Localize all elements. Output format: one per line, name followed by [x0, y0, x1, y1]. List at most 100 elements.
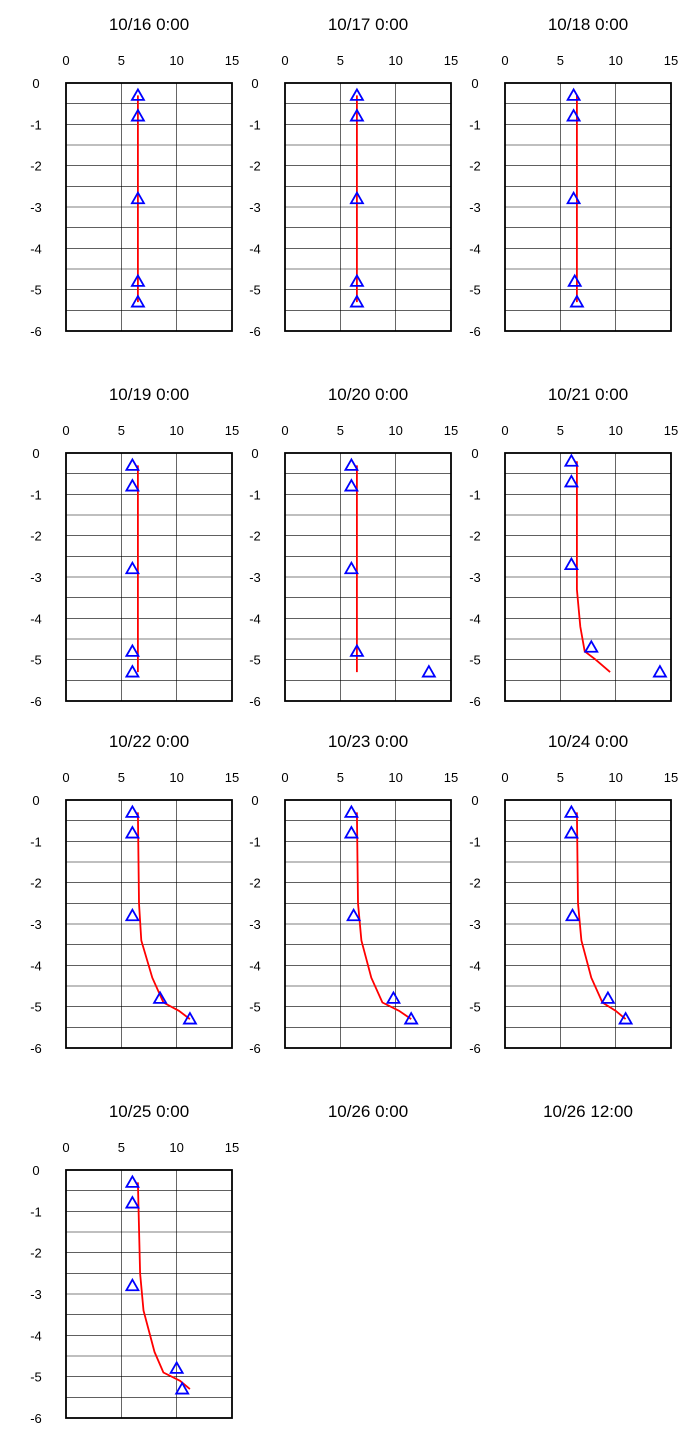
- y-tick-label: 0: [251, 76, 258, 91]
- data-point-triangle: [349, 643, 365, 657]
- x-tick-label: 5: [118, 770, 125, 785]
- y-tick-label: -3: [30, 917, 42, 932]
- y-tick-label: -1: [249, 834, 261, 849]
- data-point-triangle: [130, 273, 146, 287]
- y-tick-label: -1: [249, 117, 261, 132]
- plot-frame: [284, 799, 452, 1049]
- plot-frame: [284, 452, 452, 702]
- x-tick-label: 15: [225, 770, 239, 785]
- data-point-triangle: [169, 1360, 185, 1374]
- x-tick-label: 0: [281, 423, 288, 438]
- x-tick-label: 0: [281, 53, 288, 68]
- y-tick-label: -3: [249, 200, 261, 215]
- y-tick-label: -4: [249, 958, 261, 973]
- chart-title: 10/18 0:00: [548, 15, 628, 34]
- x-tick-label: 15: [664, 423, 678, 438]
- y-tick-label: -2: [249, 159, 261, 174]
- chart-title: 10/25 0:00: [109, 1102, 189, 1121]
- y-tick-label: -5: [469, 283, 481, 298]
- y-tick-label: -2: [249, 876, 261, 891]
- y-tick-label: -1: [30, 1204, 42, 1219]
- data-point-triangle: [421, 664, 437, 678]
- data-point-triangle: [124, 825, 140, 839]
- data-point-triangle: [343, 457, 359, 471]
- x-tick-label: 10: [169, 1140, 183, 1155]
- plot-frame: [504, 452, 672, 702]
- data-point-triangle: [124, 478, 140, 492]
- data-point-triangle: [564, 907, 581, 922]
- x-tick-label: 0: [62, 53, 69, 68]
- data-point-triangle: [174, 1381, 190, 1395]
- plot-frame: [504, 799, 672, 1049]
- series-line: [576, 812, 627, 1020]
- data-point-triangle: [349, 190, 365, 205]
- data-point-triangle: [349, 108, 365, 122]
- x-tick-label: 0: [501, 770, 508, 785]
- chart-title: 10/26 12:00: [543, 1102, 633, 1121]
- y-tick-label: 0: [32, 446, 39, 461]
- y-tick-label: -3: [30, 570, 42, 585]
- y-tick-label: -6: [249, 1041, 261, 1056]
- chart-title: 10/17 0:00: [328, 15, 408, 34]
- x-tick-label: 10: [169, 423, 183, 438]
- x-tick-label: 5: [118, 423, 125, 438]
- data-point-triangle: [343, 560, 359, 575]
- y-tick-label: -5: [249, 1000, 261, 1015]
- data-point-triangle: [124, 1195, 140, 1209]
- chart-panel: 10/25 0:00 0 5 10 15 0 -1 -2 -3 -4 -5 -6: [30, 1102, 239, 1426]
- x-tick-label: 5: [337, 423, 344, 438]
- data-point-triangle: [652, 664, 668, 678]
- x-tick-label: 10: [388, 770, 402, 785]
- y-tick-label: 0: [251, 446, 258, 461]
- x-tick-label: 5: [557, 423, 564, 438]
- y-tick-label: -6: [30, 1411, 42, 1426]
- y-tick-label: -1: [249, 487, 261, 502]
- y-tick-label: 0: [471, 76, 478, 91]
- chart-title: 10/24 0:00: [548, 732, 628, 751]
- plot-frame: [65, 452, 233, 702]
- y-tick-label: -2: [30, 159, 42, 174]
- x-tick-label: 15: [664, 770, 678, 785]
- y-tick-label: -3: [30, 200, 42, 215]
- data-point-triangle: [124, 804, 140, 818]
- y-tick-label: -6: [249, 694, 261, 709]
- y-tick-label: -1: [469, 834, 481, 849]
- series-line: [356, 812, 412, 1020]
- data-point-triangle: [130, 108, 146, 122]
- y-tick-label: -1: [30, 834, 42, 849]
- y-tick-label: -3: [469, 200, 481, 215]
- x-tick-label: 0: [62, 770, 69, 785]
- x-tick-label: 15: [444, 53, 458, 68]
- y-tick-label: -3: [469, 917, 481, 932]
- x-tick-label: 0: [281, 770, 288, 785]
- data-point-triangle: [600, 990, 616, 1004]
- data-point-triangle: [566, 190, 582, 205]
- y-tick-label: -4: [469, 611, 481, 626]
- data-point-triangle: [124, 560, 140, 575]
- data-point-triangle: [385, 990, 402, 1004]
- y-tick-label: -1: [30, 487, 42, 502]
- y-tick-label: 0: [471, 793, 478, 808]
- y-tick-label: -3: [249, 570, 261, 585]
- chart-panel: 10/20 0:00 0 5 10 15 0 -1 -2 -3 -4 -5 -6: [249, 385, 458, 709]
- data-point-triangle: [130, 87, 146, 101]
- x-tick-label: 10: [169, 53, 183, 68]
- y-tick-label: -6: [30, 694, 42, 709]
- data-point-triangle: [124, 1174, 140, 1188]
- plot-frame: [504, 82, 672, 332]
- chart-title: 10/19 0:00: [109, 385, 189, 404]
- chart-panel: 10/26 12:00: [543, 1102, 633, 1121]
- data-point-triangle: [124, 907, 140, 922]
- y-tick-label: -6: [469, 324, 481, 339]
- y-tick-label: -4: [469, 958, 481, 973]
- y-tick-label: -5: [30, 653, 42, 668]
- data-point-triangle: [124, 1277, 140, 1292]
- y-tick-label: -1: [30, 117, 42, 132]
- y-tick-label: -4: [249, 241, 261, 256]
- y-tick-label: -4: [30, 958, 42, 973]
- y-tick-label: -6: [469, 694, 481, 709]
- y-tick-label: -3: [469, 570, 481, 585]
- y-tick-label: -2: [30, 876, 42, 891]
- y-tick-label: -5: [469, 653, 481, 668]
- chart-title: 10/16 0:00: [109, 15, 189, 34]
